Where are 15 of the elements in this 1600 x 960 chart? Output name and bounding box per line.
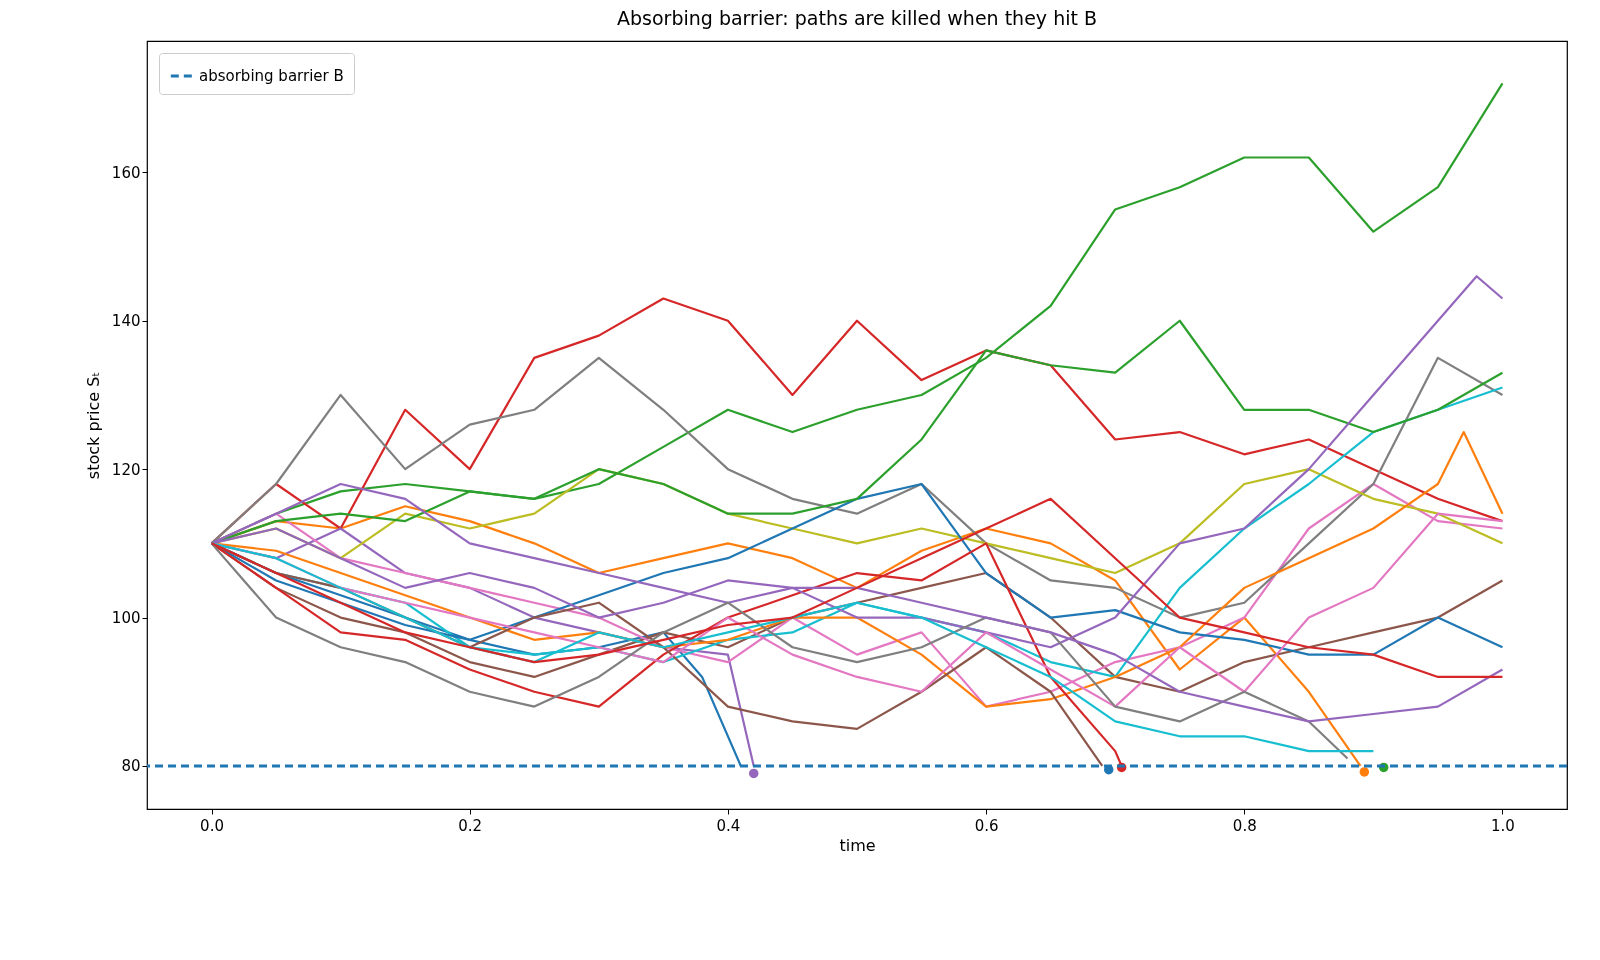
x-tick-label: 0.0 [200, 816, 224, 835]
x-tick-label: 1.0 [1491, 816, 1515, 835]
x-tick-label: 0.6 [974, 816, 999, 835]
x-tick-label: 0.2 [458, 816, 483, 835]
legend-label: absorbing barrier B [199, 67, 344, 85]
y-tick-label: 80 [121, 757, 141, 776]
chart-title: Absorbing barrier: paths are killed when they hit B [617, 7, 1097, 29]
y-tick-label: 100 [111, 609, 141, 628]
x-tick-label: 0.4 [716, 816, 741, 835]
y-tick-label: 160 [111, 163, 141, 182]
y-tick-label: 120 [111, 460, 141, 479]
y-axis-title: stock price Sₜ [83, 371, 103, 480]
x-tick-label: 0.8 [1232, 816, 1257, 835]
y-tick-label: 140 [111, 312, 141, 331]
x-axis-title: time [839, 835, 876, 855]
